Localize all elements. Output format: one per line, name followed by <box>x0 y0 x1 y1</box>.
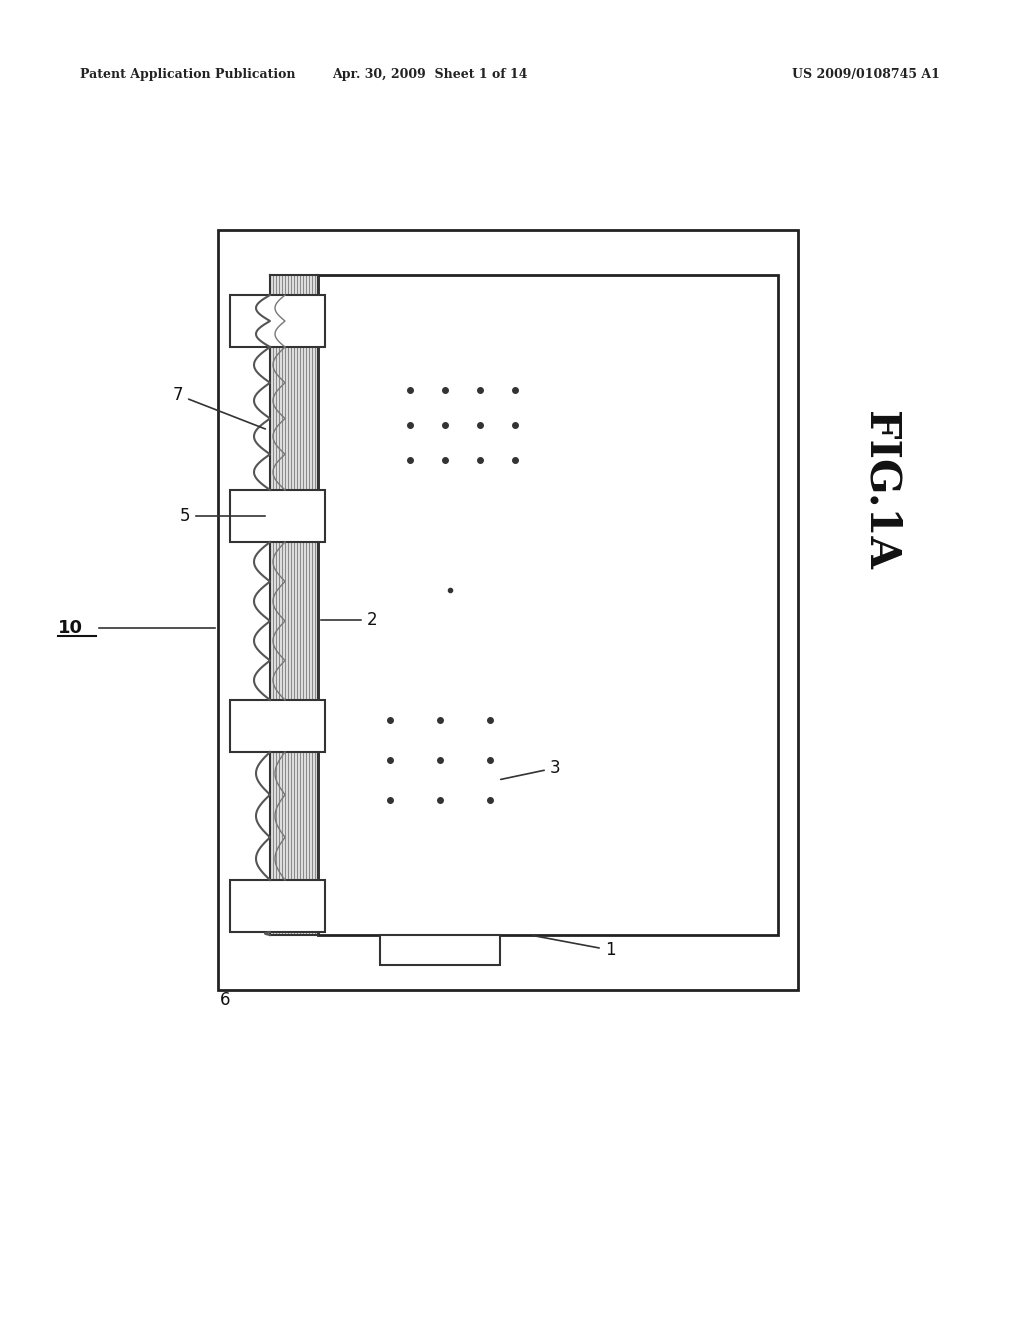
Text: 2: 2 <box>321 611 377 630</box>
Text: US 2009/0108745 A1: US 2009/0108745 A1 <box>793 69 940 81</box>
Bar <box>230 294 325 347</box>
Text: 6: 6 <box>220 991 230 1008</box>
Bar <box>230 490 325 543</box>
Bar <box>230 700 325 752</box>
Text: Apr. 30, 2009  Sheet 1 of 14: Apr. 30, 2009 Sheet 1 of 14 <box>332 69 527 81</box>
Bar <box>230 880 325 932</box>
Bar <box>218 230 798 990</box>
Text: 1: 1 <box>532 936 615 960</box>
Text: Patent Application Publication: Patent Application Publication <box>80 69 296 81</box>
Text: 3: 3 <box>501 759 560 779</box>
Text: 5: 5 <box>180 507 265 525</box>
Text: 7: 7 <box>173 385 265 429</box>
Text: 10: 10 <box>58 619 83 638</box>
Bar <box>318 275 778 935</box>
Text: FIG.1A: FIG.1A <box>859 411 901 569</box>
Bar <box>380 935 500 965</box>
Bar <box>270 275 318 935</box>
